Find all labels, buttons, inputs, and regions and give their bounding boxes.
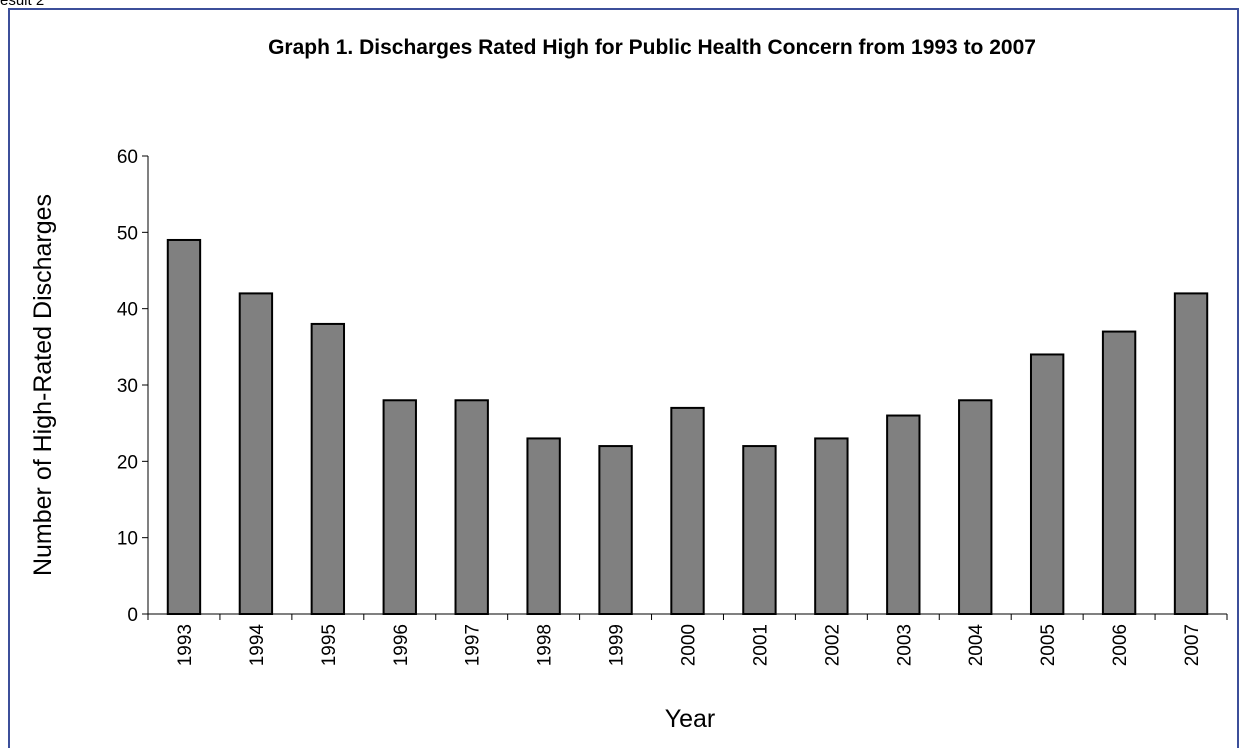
x-tick-label-1996: 1996	[391, 624, 412, 666]
y-ticks-group: 0 10 20 30 40 50 60	[117, 147, 148, 626]
x-tick-label-2005: 2005	[1038, 624, 1059, 666]
bar-2006	[1101, 330, 1137, 615]
x-tick-label-1994: 1994	[247, 624, 268, 667]
bar-1994	[238, 292, 274, 615]
x-tick-label-2003: 2003	[894, 624, 915, 666]
x-tick-label-2002: 2002	[822, 624, 843, 666]
bar-2005	[1029, 353, 1065, 615]
corner-label: esult 2	[0, 0, 45, 9]
y-axis-label: Number of High-Rated Discharges	[29, 194, 57, 576]
y-tick-label-50: 50	[117, 223, 138, 244]
bar-1995	[310, 322, 346, 615]
bar-1998	[526, 437, 561, 615]
y-tick-label-30: 30	[117, 376, 138, 397]
x-tick-label-2007: 2007	[1182, 624, 1203, 666]
x-tick-label-2006: 2006	[1110, 624, 1131, 666]
bar-1999	[598, 445, 633, 615]
y-tick-label-10: 10	[117, 529, 138, 550]
figure-frame	[8, 8, 1239, 748]
x-tick-label-1999: 1999	[607, 624, 628, 666]
bar-2007	[1173, 292, 1209, 615]
y-tick-label-20: 20	[117, 452, 138, 473]
y-tick-label-40: 40	[117, 300, 138, 321]
bar-2002	[814, 437, 849, 615]
y-tick-label-60: 60	[117, 147, 138, 168]
chart-title: Graph 1. Discharges Rated High for Publi…	[268, 36, 1036, 59]
bar-2001	[742, 445, 777, 615]
bar-2004	[958, 399, 993, 615]
x-tick-label-1998: 1998	[535, 624, 556, 666]
y-tick-label-0: 0	[127, 605, 138, 626]
x-tick-label-1995: 1995	[319, 624, 340, 666]
bar-2003	[886, 414, 921, 615]
bars-group	[166, 238, 1209, 615]
x-tick-label-1997: 1997	[463, 624, 484, 666]
x-axis-label: Year	[665, 705, 716, 733]
x-tick-label-2000: 2000	[679, 624, 700, 666]
x-tick-label-2001: 2001	[750, 624, 771, 666]
x-tick-label-1993: 1993	[175, 624, 196, 666]
x-ticks-group: 1993 1994 1995 1996 1997 1998 1999 2000 2001 2002…	[147, 614, 1228, 667]
bar-1993	[166, 238, 202, 615]
x-tick-label-2004: 2004	[966, 624, 987, 667]
bar-1996	[382, 399, 417, 615]
bar-2000	[670, 406, 705, 615]
bar-1997	[454, 399, 489, 615]
